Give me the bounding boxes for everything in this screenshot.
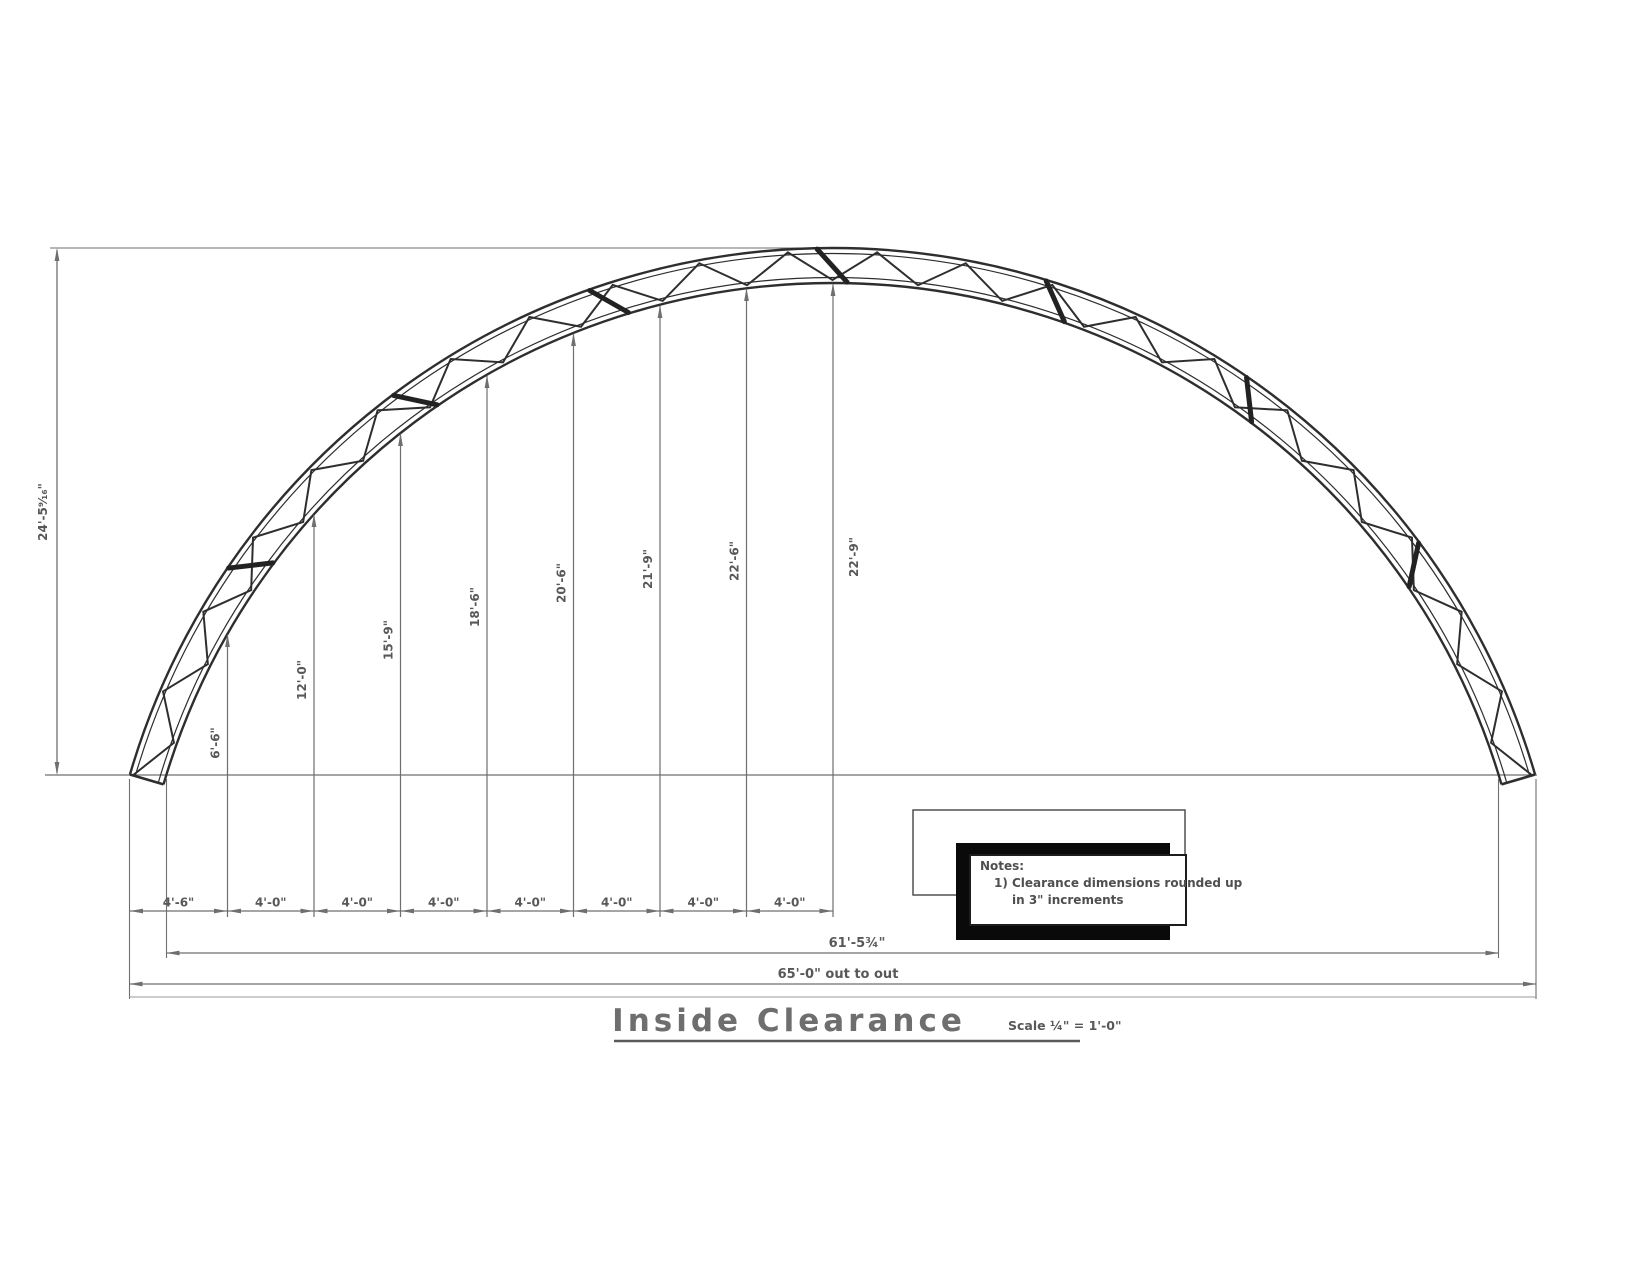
inner-span-label: 61'-5¾": [829, 936, 886, 951]
truss-outer-chord: [128, 246, 1537, 775]
truss-splice-mark: [1043, 278, 1067, 325]
clearance-dim-label: 22'-9": [847, 537, 861, 577]
outer-span-arrow-left: [129, 981, 143, 987]
clearance-dim-label: 18'-6": [468, 587, 482, 627]
inner-span-arrow-right: [1485, 950, 1499, 956]
overall-height-label: 24'-5⁹⁄₁₆": [36, 483, 50, 541]
bottom-dim-label: 4'-0": [601, 896, 633, 910]
clearance-dim-label: 21'-9": [641, 549, 655, 589]
drawing-title: Inside Clearance: [612, 1003, 966, 1039]
clearance-dim-arrow: [484, 375, 490, 388]
overall-height-arrow-top: [54, 248, 60, 261]
truss-splice-mark: [1244, 375, 1255, 425]
clearance-dim-arrow: [398, 433, 403, 446]
bottom-dim-arrow-left: [660, 908, 674, 914]
bottom-dim-arrow-left: [130, 908, 143, 914]
bottom-dim-arrow-left: [487, 908, 501, 914]
bottom-dim-label: 4'-0": [687, 896, 719, 910]
truss-web: [132, 251, 1533, 777]
notes-box: [969, 854, 1187, 926]
truss-splice-mark: [814, 246, 850, 285]
truss-splice-mark: [226, 560, 276, 571]
bottom-dim-arrow-left: [401, 908, 414, 914]
truss-inner-chord-outer-face: [157, 276, 1508, 784]
outer-span-arrow-right: [1523, 981, 1536, 987]
bottom-dim-arrow-right: [473, 908, 487, 914]
truss-end-post-right: [1501, 773, 1536, 786]
clearance-dim-label: 15'-9": [382, 620, 396, 660]
clearance-dim-arrow: [744, 288, 749, 301]
clearance-dim-arrow: [225, 634, 230, 647]
bottom-dim-arrow-right: [214, 908, 227, 914]
clearance-dim-label: 22'-6": [728, 541, 742, 581]
notes-item-line2: in 3" increments: [1012, 893, 1124, 907]
clearance-dim-label: 6'-6": [209, 727, 223, 759]
bottom-dim-arrow-right: [560, 908, 573, 914]
bottom-dim-arrow-left: [314, 908, 328, 914]
outer-span-label: 65'-0" out to out: [778, 967, 899, 982]
bottom-dim-label: 4'-6": [163, 896, 195, 910]
truss-splice-mark: [587, 288, 631, 315]
bottom-dim-arrow-right: [387, 908, 400, 914]
truss-splice-mark: [391, 392, 440, 408]
notes-heading: Notes:: [980, 859, 1024, 873]
truss-splice-mark: [1406, 540, 1422, 590]
truss-end-post-left: [129, 773, 164, 786]
notes-item-line1: Clearance dimensions rounded up: [1012, 876, 1243, 890]
clearance-dim-arrow: [830, 283, 836, 296]
bottom-dim-arrow-left: [228, 908, 241, 914]
bottom-dim-arrow-left: [574, 908, 587, 914]
clearance-dim-arrow: [311, 514, 317, 527]
bottom-dim-label: 4'-0": [774, 896, 806, 910]
bottom-dim-label: 4'-0": [341, 896, 373, 910]
bottom-dim-label: 4'-0": [255, 896, 287, 910]
notes-item-number: 1): [994, 876, 1008, 890]
clearance-dim-label: 20'-6": [555, 563, 569, 603]
bottom-dim-arrow-right: [300, 908, 314, 914]
clearance-dim-arrow: [657, 305, 663, 318]
bottom-dim-arrow-left: [747, 908, 760, 914]
clearance-dim-label: 12'-0": [295, 660, 309, 700]
bottom-dim-label: 4'-0": [514, 896, 546, 910]
clearance-dim-arrow: [571, 333, 576, 346]
inner-span-arrow-left: [166, 950, 180, 956]
bottom-dim-arrow-right: [819, 908, 833, 914]
bottom-dim-arrow-right: [733, 908, 746, 914]
bottom-dim-label: 4'-0": [428, 896, 460, 910]
bottom-dim-arrow-right: [646, 908, 660, 914]
truss-outer-chord-inner-face: [134, 252, 1531, 777]
scale-label: Scale ¼" = 1'-0": [1008, 1018, 1122, 1033]
overall-height-arrow-bottom: [54, 762, 60, 775]
truss-inner-chord: [162, 281, 1503, 785]
generated-geometry: 6'-6" 12'-0" 15'-9" 18'-6" 20'-6" 21'-9" 22'-6…: [45, 246, 1537, 999]
